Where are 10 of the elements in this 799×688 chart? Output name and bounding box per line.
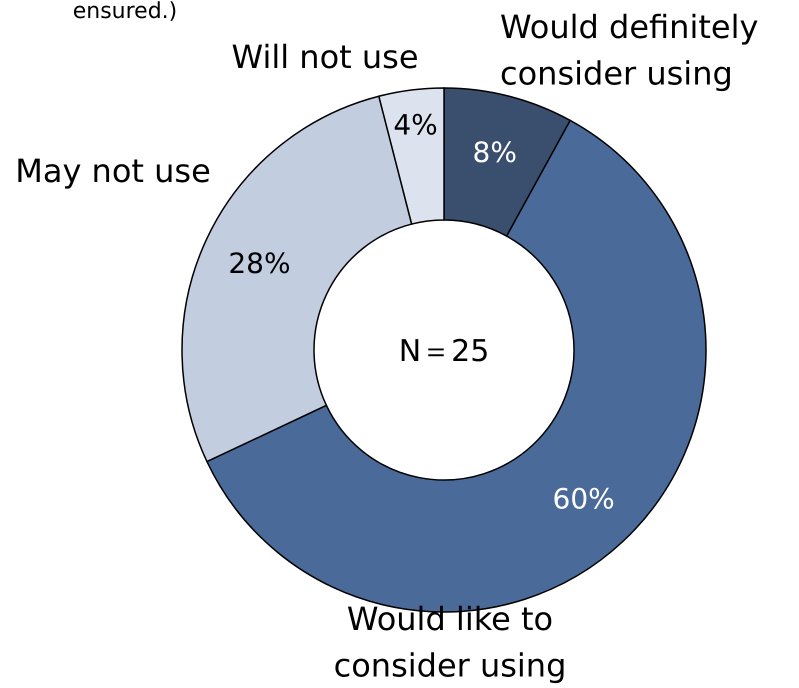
data-label: 4% bbox=[393, 108, 438, 142]
slice-label: Would like to consider using bbox=[334, 600, 566, 684]
slice-label: Will not use bbox=[232, 38, 418, 76]
data-label: 8% bbox=[472, 136, 517, 170]
data-label: 60% bbox=[552, 482, 615, 516]
text: ensured.) bbox=[72, 0, 178, 24]
text: N＝25 bbox=[398, 334, 490, 369]
data-label: 28% bbox=[228, 246, 291, 280]
slice-label: Would definitely consider using bbox=[500, 8, 758, 92]
slice-label: May not use bbox=[15, 152, 211, 190]
